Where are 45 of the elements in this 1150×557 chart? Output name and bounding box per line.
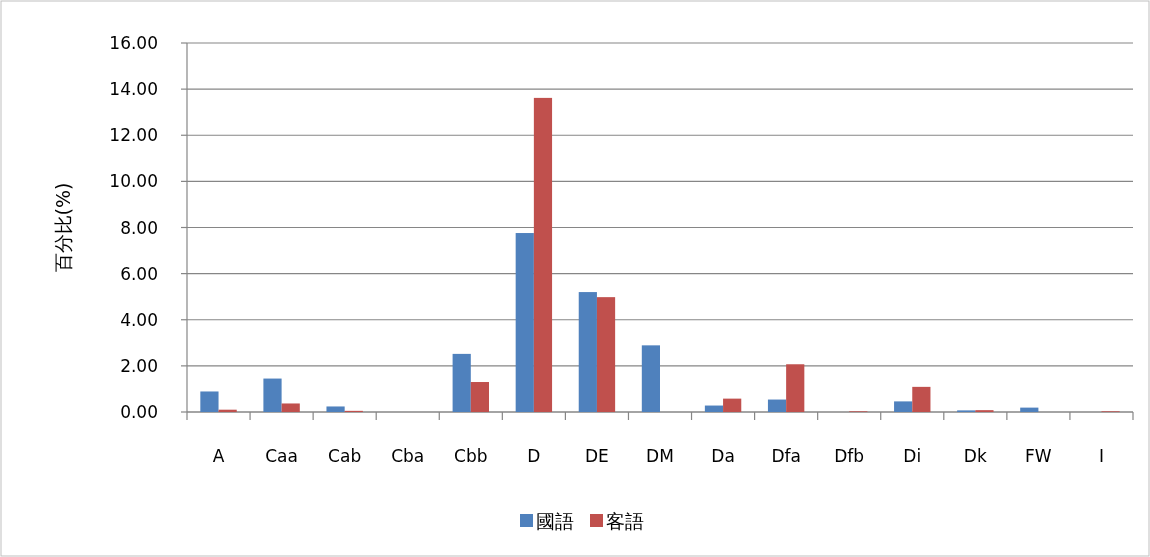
bar [596, 297, 616, 412]
bar [767, 399, 787, 412]
x-tick-label: DE [585, 446, 609, 466]
bar [200, 391, 219, 412]
bar [578, 292, 597, 412]
bar [326, 406, 345, 412]
x-tick-label: Di [903, 446, 922, 466]
x-tick-label: Cbb [454, 446, 488, 466]
bar [723, 398, 742, 412]
bar [912, 386, 931, 412]
bar [281, 403, 300, 412]
legend-label: 客語 [606, 510, 644, 532]
y-tick-label: 16.00 [109, 33, 158, 53]
bar [470, 382, 489, 412]
x-tick-label: A [212, 446, 225, 466]
bar [641, 345, 660, 412]
bar [452, 353, 471, 412]
y-tick-label: 12.00 [109, 125, 158, 146]
y-axis-title: 百分比(%) [52, 182, 74, 273]
y-tick-label: 4.00 [120, 309, 158, 330]
bar [533, 97, 553, 412]
x-tick-label: Caa [265, 446, 298, 466]
bar [704, 405, 724, 412]
x-tick-label: DM [646, 446, 674, 466]
x-tick-label: Dfa [771, 446, 801, 466]
x-tick-label: I [1098, 446, 1104, 466]
y-tick-label: 8.00 [120, 217, 158, 238]
x-tick-label: Dk [963, 446, 987, 466]
bar [1020, 407, 1039, 412]
x-tick-label: FW [1025, 446, 1052, 466]
bar [515, 233, 534, 412]
x-tick-label: D [527, 446, 541, 466]
y-tick-label: 0.00 [120, 402, 158, 422]
bar [894, 401, 913, 412]
x-tick-label: Cab [328, 446, 362, 466]
x-tick-label: Dfb [834, 446, 865, 466]
bar [786, 364, 805, 412]
legend-label: 國語 [536, 510, 574, 532]
y-tick-label: 14.00 [109, 79, 158, 100]
x-tick-label: Cba [391, 446, 425, 466]
y-tick-label: 2.00 [120, 355, 158, 376]
y-tick-label: 6.00 [120, 263, 158, 284]
bar [263, 378, 282, 412]
y-tick-label: 10.00 [109, 171, 158, 192]
x-tick-label: Da [711, 446, 735, 466]
